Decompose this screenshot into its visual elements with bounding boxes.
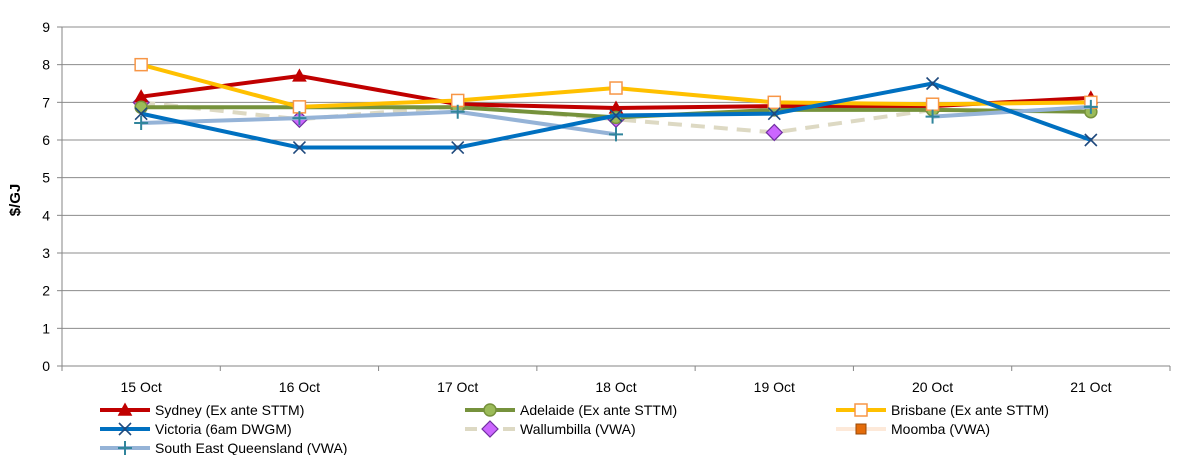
- y-tick-label: 0: [42, 358, 50, 374]
- data-point: [854, 403, 868, 417]
- data-point: [483, 403, 497, 417]
- x-axis-ticks: 15 Oct 16 Oct 17 Oct 18 Oct 19 Oct 20 Oct 21 O…: [61, 366, 1171, 395]
- legend-label: Victoria (6am DWGM): [155, 421, 292, 437]
- legend-item: Sydney (Ex ante STTM): [100, 402, 304, 418]
- y-axis-label: $/GJ: [7, 184, 24, 217]
- x-tick-label: 21 Oct: [1070, 379, 1111, 395]
- y-tick-label: 2: [42, 283, 50, 299]
- data-point: [481, 420, 499, 438]
- y-tick-label: 8: [42, 57, 50, 73]
- data-point: [118, 422, 132, 436]
- data-point: [134, 107, 148, 121]
- data-point: [609, 81, 623, 95]
- data-point: [450, 104, 465, 119]
- legend-label: Brisbane (Ex ante STTM): [891, 402, 1049, 418]
- data-point: [451, 140, 465, 155]
- legend-label: Wallumbilla (VWA): [520, 421, 636, 437]
- data-point: [450, 93, 465, 108]
- data-point: [292, 111, 307, 126]
- legend-label: Moomba (VWA): [891, 421, 990, 437]
- legend-label: Adelaide (Ex ante STTM): [520, 402, 677, 418]
- x-tick-label: 18 Oct: [595, 379, 636, 395]
- legend-item: Moomba (VWA): [836, 421, 990, 437]
- y-tick-label: 6: [42, 132, 50, 148]
- data-point: [292, 140, 306, 155]
- data-point: [118, 441, 132, 455]
- data-point: [925, 109, 940, 124]
- data-point: [292, 68, 307, 82]
- data-point: [134, 57, 148, 72]
- y-tick-label: 3: [42, 245, 50, 261]
- data-point: [292, 100, 307, 114]
- x-tick-label: 15 Oct: [121, 379, 162, 395]
- data-point: [117, 402, 133, 416]
- y-tick-label: 1: [42, 320, 50, 336]
- data-point: [1084, 133, 1098, 147]
- x-tick-label: 19 Oct: [754, 379, 795, 395]
- y-tick-label: 5: [42, 170, 50, 186]
- data-point: [767, 107, 781, 121]
- data-point: [1083, 99, 1098, 114]
- legend-item: Victoria (6am DWGM): [100, 421, 292, 437]
- x-tick-label: 16 Oct: [279, 379, 320, 395]
- series-lines: [132, 57, 1099, 155]
- y-tick-label: 9: [42, 19, 50, 35]
- legend-item: Brisbane (Ex ante STTM): [836, 402, 1049, 418]
- data-point: [609, 127, 623, 142]
- data-point: [925, 97, 940, 111]
- data-point: [926, 76, 940, 91]
- y-tick-label: 7: [42, 94, 50, 110]
- data-point: [134, 116, 149, 131]
- data-point: [767, 95, 782, 110]
- y-axis-ticks: 0 1 2 3 4 5 6 7 8 9: [42, 19, 62, 374]
- legend-label: Sydney (Ex ante STTM): [155, 402, 304, 418]
- gridlines: [61, 26, 1170, 367]
- data-point: [855, 423, 867, 435]
- series-3: [134, 76, 1098, 155]
- data-point: [609, 108, 623, 123]
- legend-item: South East Queensland (VWA): [100, 440, 347, 455]
- data-point: [765, 123, 784, 142]
- legend-item: Adelaide (Ex ante STTM): [465, 402, 677, 418]
- legend: Sydney (Ex ante STTM) Adelaide (Ex ante S…: [100, 402, 1049, 455]
- series-2: [134, 57, 1098, 114]
- legend-item: Wallumbilla (VWA): [465, 420, 636, 438]
- x-tick-label: 20 Oct: [912, 379, 953, 395]
- x-tick-label: 17 Oct: [437, 379, 478, 395]
- legend-label: South East Queensland (VWA): [155, 440, 347, 455]
- data-point: [134, 100, 148, 114]
- y-tick-label: 4: [42, 207, 50, 223]
